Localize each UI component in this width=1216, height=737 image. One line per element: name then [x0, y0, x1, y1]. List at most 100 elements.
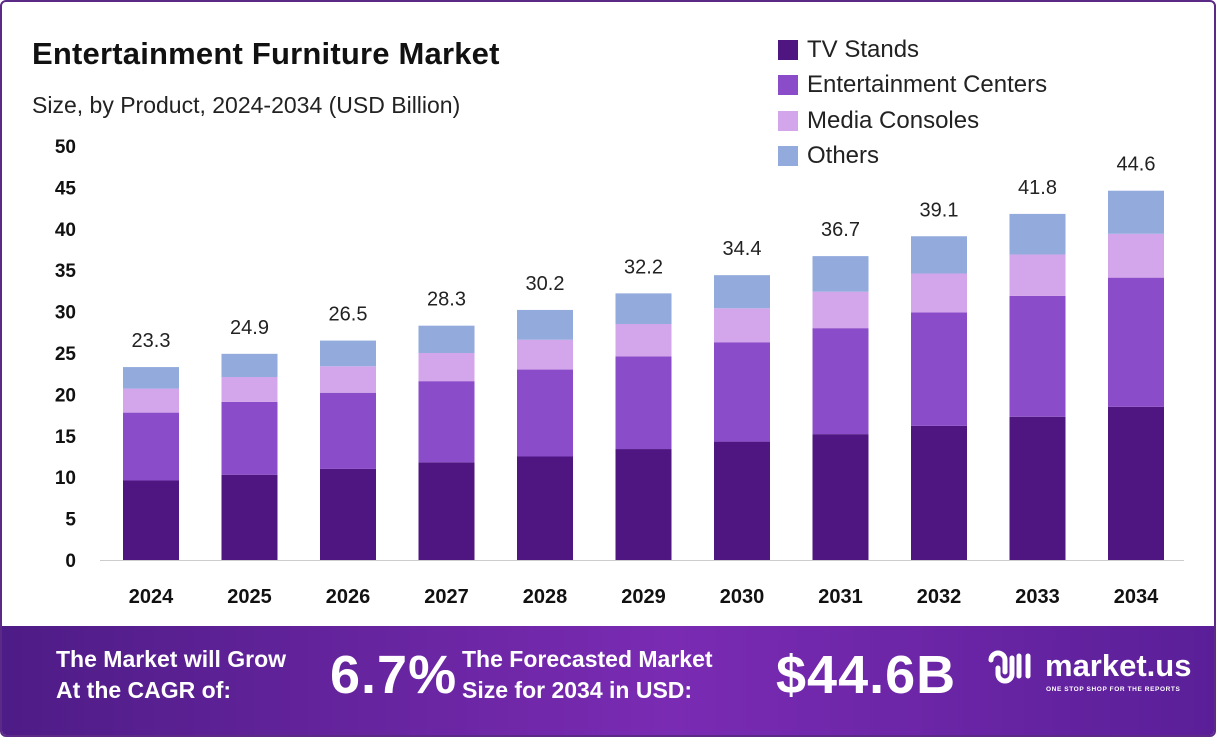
x-tick-label-2026: 2026	[326, 586, 371, 608]
bar-segment-others-2030	[714, 275, 770, 309]
market-us-logo-icon	[988, 650, 1031, 684]
legend-label-others: Others	[807, 142, 880, 170]
bar-segment-entertainment-centers-2029	[615, 356, 672, 450]
legend-label-tv-stands: TV Stands	[807, 35, 920, 63]
x-tick-label-2033: 2033	[1015, 586, 1060, 608]
x-tick-label-2028: 2028	[523, 586, 568, 608]
y-tick-label: 35	[55, 261, 77, 282]
bar-segment-media-consoles-2033	[1009, 254, 1066, 296]
bar-segment-others-2024	[123, 367, 179, 389]
cagr-label: The Market will Grow At the CAGR of:	[56, 644, 286, 706]
y-tick-label: 30	[55, 303, 76, 324]
y-tick-label: 50	[55, 137, 76, 158]
bar-segment-media-consoles-2025	[221, 377, 278, 402]
brand-name: market.us	[1045, 648, 1192, 683]
bar-segment-tv-stands-2026	[320, 468, 376, 560]
total-label-2029: 32.2	[624, 256, 663, 278]
bar-segment-media-consoles-2030	[714, 308, 770, 343]
y-tick-label: 10	[55, 468, 76, 489]
bar-segment-others-2031	[812, 256, 869, 292]
bar-segment-tv-stands-2033	[1009, 416, 1066, 560]
bar-segment-media-consoles-2027	[418, 353, 475, 382]
total-label-2033: 41.8	[1018, 177, 1057, 199]
bar-segment-entertainment-centers-2033	[1009, 295, 1066, 417]
legend-item-entertainment-centers: Entertainment Centers	[778, 68, 1047, 104]
legend-label-media-consoles: Media Consoles	[807, 106, 980, 134]
bar-segment-tv-stands-2024	[123, 480, 179, 560]
legend-item-media-consoles: Media Consoles	[778, 103, 1047, 139]
bar-segment-entertainment-centers-2026	[320, 392, 376, 469]
bar-segment-tv-stands-2029	[615, 449, 672, 560]
x-tick-label-2029: 2029	[621, 586, 666, 608]
total-label-2030: 34.4	[723, 238, 762, 260]
bar-segment-entertainment-centers-2032	[911, 312, 967, 426]
bar-segment-others-2029	[615, 293, 672, 325]
bar-segment-entertainment-centers-2030	[714, 342, 770, 442]
legend-swatch-media-consoles	[778, 110, 798, 131]
bar-segment-media-consoles-2031	[812, 291, 869, 329]
bar-segment-entertainment-centers-2024	[123, 412, 179, 481]
total-label-2031: 36.7	[821, 219, 860, 241]
bar-segment-others-2033	[1009, 213, 1066, 255]
bar-segment-entertainment-centers-2031	[812, 328, 869, 435]
bar-segment-others-2034	[1108, 190, 1164, 234]
bar-segment-others-2032	[911, 236, 967, 274]
x-tick-label-2030: 2030	[720, 586, 765, 608]
y-tick-label: 45	[55, 178, 77, 199]
bar-segment-entertainment-centers-2034	[1108, 277, 1164, 407]
y-tick-label: 0	[65, 551, 76, 572]
total-label-2025: 24.9	[230, 317, 269, 339]
x-tick-label-2032: 2032	[917, 586, 962, 608]
legend-swatch-others	[778, 146, 798, 167]
bar-segment-tv-stands-2028	[517, 456, 573, 560]
x-tick-label-2031: 2031	[818, 586, 863, 608]
total-label-2027: 28.3	[427, 289, 466, 311]
bar-segment-tv-stands-2031	[812, 434, 869, 560]
total-label-2026: 26.5	[329, 304, 368, 326]
bar-segment-media-consoles-2028	[517, 339, 573, 370]
bar-segment-tv-stands-2032	[911, 425, 967, 560]
cagr-value: 6.7%	[330, 645, 458, 705]
bar-segment-others-2025	[221, 353, 278, 378]
x-tick-label-2027: 2027	[424, 586, 469, 608]
forecast-value: $44.6B	[776, 645, 957, 705]
x-tick-label-2024: 2024	[129, 586, 174, 608]
total-label-2024: 23.3	[132, 330, 171, 352]
cagr-label-line1: The Market will Grow	[56, 646, 287, 672]
legend-swatch-entertainment-centers	[778, 75, 798, 96]
cagr-label-line2: At the CAGR of:	[56, 677, 232, 703]
legend-item-tv-stands: TV Stands	[778, 32, 1047, 68]
total-label-2034: 44.6	[1117, 154, 1156, 176]
bar-segment-entertainment-centers-2027	[418, 381, 475, 463]
total-label-2028: 30.2	[526, 273, 565, 295]
bar-segment-others-2026	[320, 340, 376, 367]
bar-segment-media-consoles-2026	[320, 366, 376, 393]
summary-banner: The Market will Grow At the CAGR of: 6.7…	[2, 626, 1214, 735]
bar-segment-media-consoles-2029	[615, 324, 672, 357]
y-tick-label: 25	[55, 344, 77, 365]
legend-swatch-tv-stands	[778, 39, 798, 60]
forecast-label-line2: Size for 2034 in USD:	[462, 677, 693, 703]
bar-segment-media-consoles-2024	[123, 388, 179, 413]
bar-segment-tv-stands-2030	[714, 441, 770, 560]
brand-tagline: ONE STOP SHOP FOR THE REPORTS	[1046, 686, 1181, 693]
legend-item-others: Others	[778, 139, 1047, 175]
bar-segment-others-2027	[418, 325, 475, 353]
stacked-bar-chart: 0510152025303540455023.3202424.9202526.5…	[55, 137, 1184, 608]
forecast-label-line1: The Forecasted Market	[462, 646, 713, 672]
legend-label-entertainment-centers: Entertainment Centers	[807, 71, 1048, 99]
bar-segment-tv-stands-2034	[1108, 406, 1164, 560]
chart-subtitle: Size, by Product, 2024-2034 (USD Billion…	[32, 92, 461, 118]
total-label-2032: 39.1	[920, 199, 959, 221]
y-tick-label: 5	[65, 510, 76, 531]
forecast-label: The Forecasted Market Size for 2034 in U…	[462, 644, 713, 706]
y-tick-label: 20	[55, 385, 76, 406]
x-tick-label-2034: 2034	[1114, 586, 1159, 608]
chart-legend: TV Stands Entertainment Centers Media Co…	[778, 32, 1047, 174]
bar-segment-tv-stands-2025	[221, 474, 278, 560]
chart-title: Entertainment Furniture Market	[32, 36, 500, 71]
bar-segment-entertainment-centers-2025	[221, 401, 278, 475]
bar-segment-others-2028	[517, 309, 573, 340]
bar-segment-entertainment-centers-2028	[517, 369, 573, 457]
